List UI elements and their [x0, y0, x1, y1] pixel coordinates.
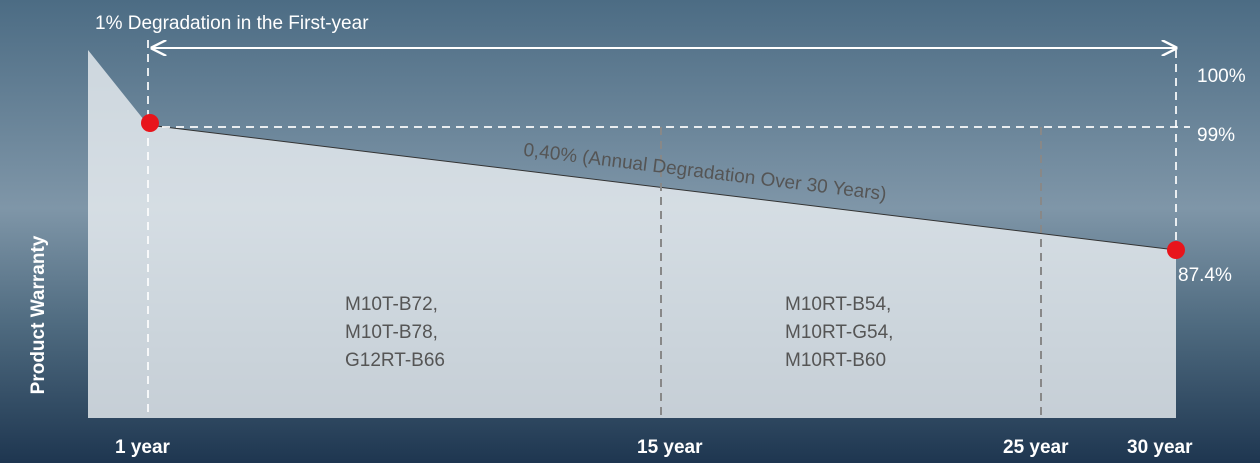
- model: G12RT-B66: [345, 350, 445, 371]
- annotation: 1% Degradation in the First-year: [95, 13, 369, 34]
- point: [141, 114, 159, 132]
- y-label: 87.4%: [1178, 265, 1232, 286]
- model: M10T-B72,: [345, 294, 438, 315]
- model: M10RT-G54,: [785, 322, 893, 343]
- y-label: 100%: [1197, 66, 1246, 87]
- point: [1167, 241, 1185, 259]
- model: M10RT-B54,: [785, 294, 891, 315]
- x-label: 15 year: [637, 437, 703, 458]
- x-label: 1 year: [115, 437, 171, 458]
- y-label: 99%: [1197, 125, 1235, 146]
- x-label: 25 year: [1003, 437, 1069, 458]
- model: M10RT-B60: [785, 350, 886, 371]
- infographic: 1% Degradation in the First-year 0,40% (…: [0, 0, 1260, 463]
- model: M10T-B78,: [345, 322, 438, 343]
- x-label: 30 year: [1127, 437, 1193, 458]
- axis-title: Product Warranty: [28, 235, 49, 394]
